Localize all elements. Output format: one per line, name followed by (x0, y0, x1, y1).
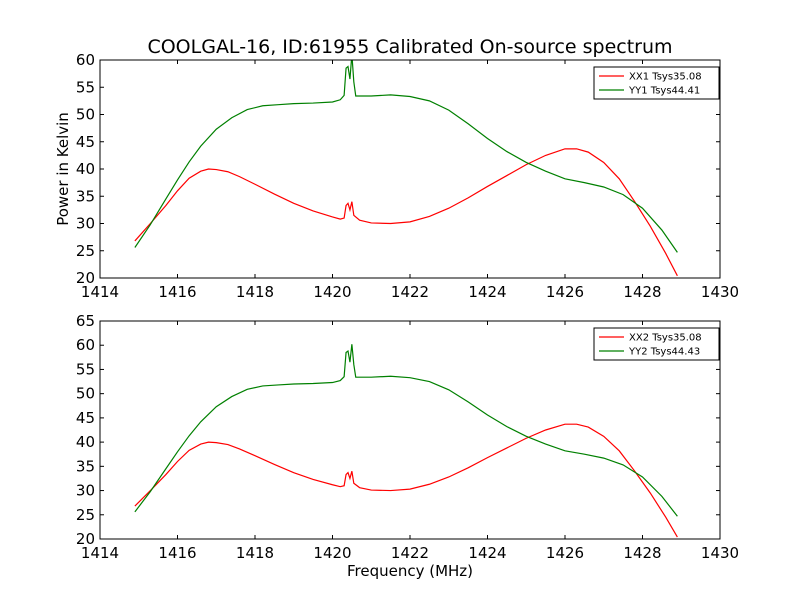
y-tick-label: 45 (76, 409, 95, 427)
x-tick-label: 1418 (236, 544, 274, 562)
series-line-xx2 (134, 423, 678, 538)
x-tick-label: 1426 (546, 283, 584, 301)
x-tick-label: 1428 (623, 283, 661, 301)
y-tick-label: 60 (76, 51, 95, 69)
y-tick-label: 40 (76, 160, 95, 178)
top-panel-xx1-yy1: 1414 1416 1418 1420 1422 1424 1426 1428 1430 20 25… (76, 51, 739, 301)
chart-title: COOLGAL-16, ID:61955 Calibrated On-sourc… (147, 36, 672, 58)
x-tick-label: 1414 (81, 283, 119, 301)
x-axis-label: Frequency (MHz) (347, 562, 473, 580)
y-tick-label: 55 (76, 360, 95, 378)
bottom-panel-xx2-yy2: 1414 1416 1418 1420 1422 1424 1426 1428 1430 20 25… (76, 312, 739, 562)
y-tick-label: 35 (76, 457, 95, 475)
y-tick-label: 45 (76, 133, 95, 151)
y-tick-label: 30 (76, 482, 95, 500)
legend-entry: XX2 Tsys35.08 (629, 333, 702, 344)
x-tick-label: 1424 (468, 283, 506, 301)
series-line-xx1 (134, 148, 678, 277)
series-lines (134, 344, 678, 538)
series-lines (134, 60, 678, 277)
y-tick-label: 65 (76, 312, 95, 330)
y-tick-label: 60 (76, 336, 95, 354)
y-tick-label: 25 (76, 506, 95, 524)
legend-entry: YY2 Tsys44.43 (628, 347, 700, 358)
y-tick-label: 25 (76, 242, 95, 260)
legend-entry: YY1 Tsys44.41 (628, 86, 700, 97)
y-tick-label: 20 (76, 530, 95, 548)
x-tick-label: 1430 (701, 283, 739, 301)
x-tick-label: 1420 (313, 544, 351, 562)
series-line-yy1 (134, 60, 678, 253)
x-tick-label: 1424 (468, 544, 506, 562)
series-line-yy2 (134, 344, 678, 517)
legend-box (593, 327, 720, 361)
y-tick-label: 20 (76, 269, 95, 287)
y-tick-label: 35 (76, 187, 95, 205)
legend-box (593, 66, 720, 100)
x-tick-label: 1422 (391, 283, 429, 301)
legend: XX2 Tsys35.08 YY2 Tsys44.43 (593, 327, 720, 361)
x-tick-label: 1422 (391, 544, 429, 562)
legend-entry: XX1 Tsys35.08 (629, 72, 702, 83)
x-tick-label: 1416 (158, 544, 196, 562)
y-tick-label: 30 (76, 215, 95, 233)
y-tick-label: 55 (76, 78, 95, 96)
y-tick-label: 50 (76, 385, 95, 403)
y-tick-label: 50 (76, 106, 95, 124)
x-tick-label: 1414 (81, 544, 119, 562)
x-tick-label: 1418 (236, 283, 274, 301)
x-tick-label: 1426 (546, 544, 584, 562)
x-tick-label: 1430 (701, 544, 739, 562)
x-tick-label: 1428 (623, 544, 661, 562)
x-tick-label: 1420 (313, 283, 351, 301)
x-tick-label: 1416 (158, 283, 196, 301)
legend: XX1 Tsys35.08 YY1 Tsys44.41 (593, 66, 720, 100)
y-axis-label: Power in Kelvin (54, 112, 72, 226)
y-tick-label: 40 (76, 433, 95, 451)
